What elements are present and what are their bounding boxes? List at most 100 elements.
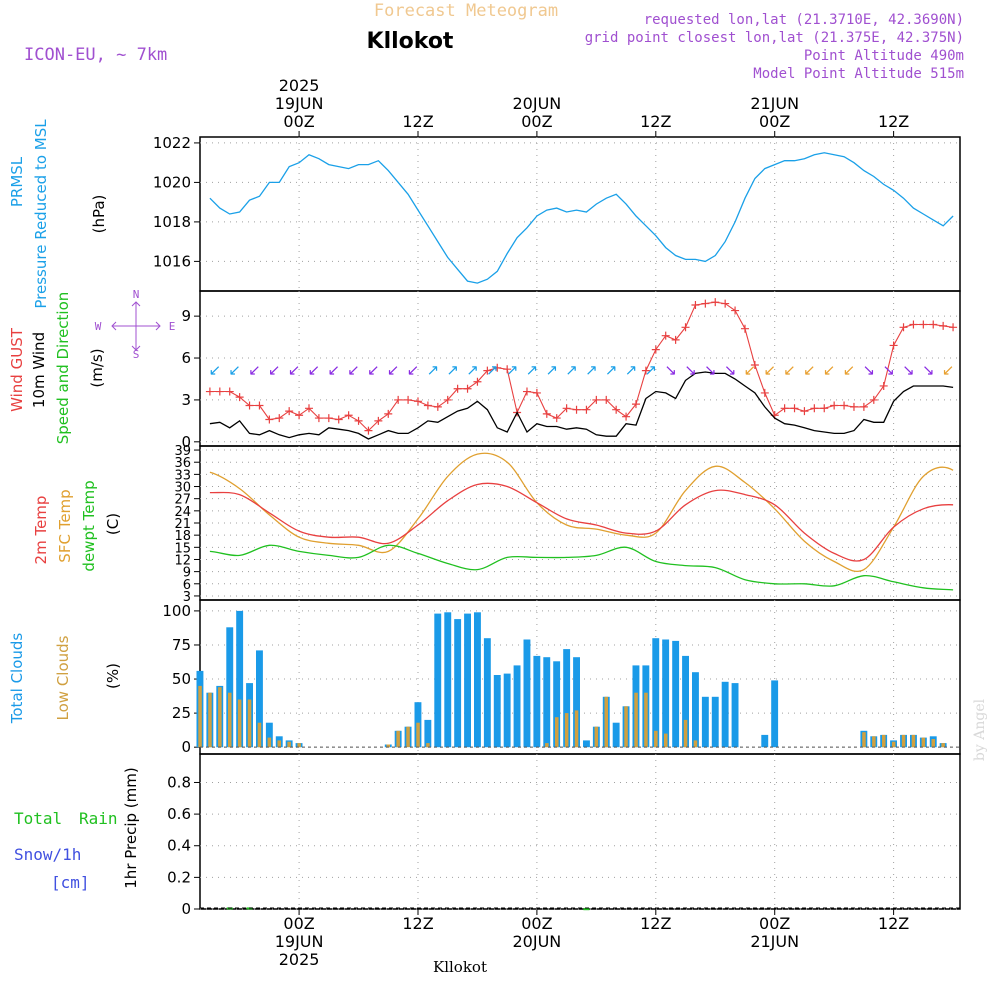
wind-direction-arrow: ↘ <box>704 361 717 379</box>
wind-direction-arrow: ↙ <box>327 361 340 379</box>
wind-direction-arrow: ↙ <box>803 361 816 379</box>
wind-direction-arrow: ↙ <box>783 361 796 379</box>
low-cloud-bar <box>396 730 400 748</box>
y-tick-label: 100 <box>162 602 191 620</box>
y-tick-label: 27 <box>174 493 191 508</box>
low-cloud-bar <box>941 743 945 748</box>
grid-point-coords: grid point closest lon,lat (21.375E, 42.… <box>585 30 964 46</box>
gust-marker <box>939 321 948 330</box>
gust-marker <box>869 395 878 404</box>
low-cloud-bar <box>545 743 549 748</box>
gust-marker <box>840 401 849 410</box>
y-tick-label: 3 <box>181 391 191 409</box>
gust-marker <box>374 416 383 425</box>
total-cloud-bar <box>256 650 263 748</box>
ylabel-total-clouds: Total Clouds <box>8 633 26 725</box>
compass-arrows <box>111 301 161 351</box>
wind-direction-arrow: ↘ <box>664 361 677 379</box>
low-cloud-bar <box>664 733 668 748</box>
low-cloud-bar <box>931 739 935 748</box>
header: Forecast Meteogram Kllokot ICON-EU, ~ 7k… <box>24 1 988 976</box>
low-cloud-bar <box>693 740 698 748</box>
ylabel-sfc-temp: SFC Temp <box>56 489 74 562</box>
wind-direction-arrow: ↘ <box>902 361 915 379</box>
y-tick-label: 21 <box>174 517 191 532</box>
gust-marker <box>641 366 650 375</box>
low-cloud-bar <box>198 685 202 748</box>
total-cloud-bar <box>454 619 462 748</box>
wind-direction-arrow: ↙ <box>367 361 380 379</box>
gust-marker <box>364 426 373 435</box>
total-cloud-bar <box>523 639 531 748</box>
low-cloud-bar <box>683 719 688 748</box>
ylabel-pressure-msl: Pressure Reduced to MSL <box>32 119 50 309</box>
low-cloud-bar <box>654 730 658 748</box>
total-cloud-bar <box>711 696 719 748</box>
top-axis-label: 12Z <box>878 112 909 131</box>
y-tick-label: 0.2 <box>167 868 191 886</box>
wind-direction-arrow: ↙ <box>843 361 856 379</box>
gust-marker <box>522 387 531 396</box>
wind-direction-arrow: ↘ <box>684 361 697 379</box>
low-cloud-bar <box>911 734 916 748</box>
requested-coords: requested lon,lat (21.3710E, 42.3690N) <box>644 12 964 28</box>
y-tick-label: 9 <box>181 307 191 325</box>
top-axis-label: 19JUN <box>275 94 324 113</box>
compass-n: N <box>133 288 140 301</box>
total-cloud-bar <box>563 649 571 748</box>
ylabel-prmsl: PRMSL <box>8 156 26 207</box>
low-cloud-bar <box>277 740 281 748</box>
total-cloud-bar <box>682 655 689 748</box>
wind-direction-arrow: ↘ <box>882 361 895 379</box>
gust-marker <box>404 395 413 404</box>
ylabel-10m-wind: 10m Wind <box>30 332 48 408</box>
top-axis-label: 00Z <box>521 112 552 131</box>
panels: 1016 1018 1020 1022 PRMSL Pressure Reduced to… <box>8 119 961 918</box>
gust-marker <box>225 387 234 396</box>
total-cloud-bar <box>583 740 590 748</box>
top-axis-label: 20JUN <box>513 94 562 113</box>
low-cloud-bar <box>406 726 410 748</box>
total-cloud-bar <box>672 640 680 748</box>
low-cloud-bar <box>237 699 242 748</box>
low-cloud-bar <box>218 687 222 748</box>
total-cloud-bar <box>701 696 709 748</box>
low-cloud-bar <box>416 722 420 748</box>
gust-marker <box>314 414 323 423</box>
low-cloud-bar <box>644 692 648 748</box>
y-tick-label: 6 <box>183 578 191 593</box>
y-tick-label: 12 <box>174 553 191 568</box>
low-cloud-bar <box>624 706 628 748</box>
top-axis-label: 2025 <box>279 76 320 95</box>
wind-direction-arrow: ↗ <box>446 361 459 379</box>
low-cloud-bar <box>297 743 301 748</box>
y-tick-label: 33 <box>174 468 191 483</box>
y-tick-label: 0 <box>181 433 191 451</box>
low-cloud-bar <box>267 737 272 748</box>
total-cloud-bar <box>553 661 561 748</box>
total-cloud-bar <box>721 681 729 748</box>
ylabel-hpa: (hPa) <box>90 195 108 234</box>
total-cloud-bar <box>474 612 481 748</box>
sfc-temp-line <box>209 452 954 573</box>
y-tick-label: 30 <box>174 481 191 496</box>
wind-direction-arrow: ↙ <box>942 361 955 379</box>
total-cloud-bar <box>761 734 769 748</box>
gust-marker <box>245 401 254 410</box>
bottom-axis-label: 12Z <box>402 914 433 933</box>
low-cloud-bar <box>574 710 579 748</box>
y-tick-label: 0.4 <box>167 837 191 855</box>
ylabel-wind-gust: Wind GUST <box>8 327 26 412</box>
gust-marker <box>810 404 819 413</box>
gust-marker <box>572 405 581 414</box>
bottom-axis-label: 00Z <box>521 914 552 933</box>
wind-direction-arrow: ↗ <box>545 361 558 379</box>
wind-direction-arrow: ↘ <box>922 361 935 379</box>
gust-line <box>209 301 954 432</box>
gust-marker <box>899 323 908 332</box>
low-cloud-bar <box>555 717 559 748</box>
gust-marker <box>295 411 304 420</box>
gust-marker <box>651 345 660 354</box>
bottom-axis-label: 19JUN <box>275 932 324 951</box>
